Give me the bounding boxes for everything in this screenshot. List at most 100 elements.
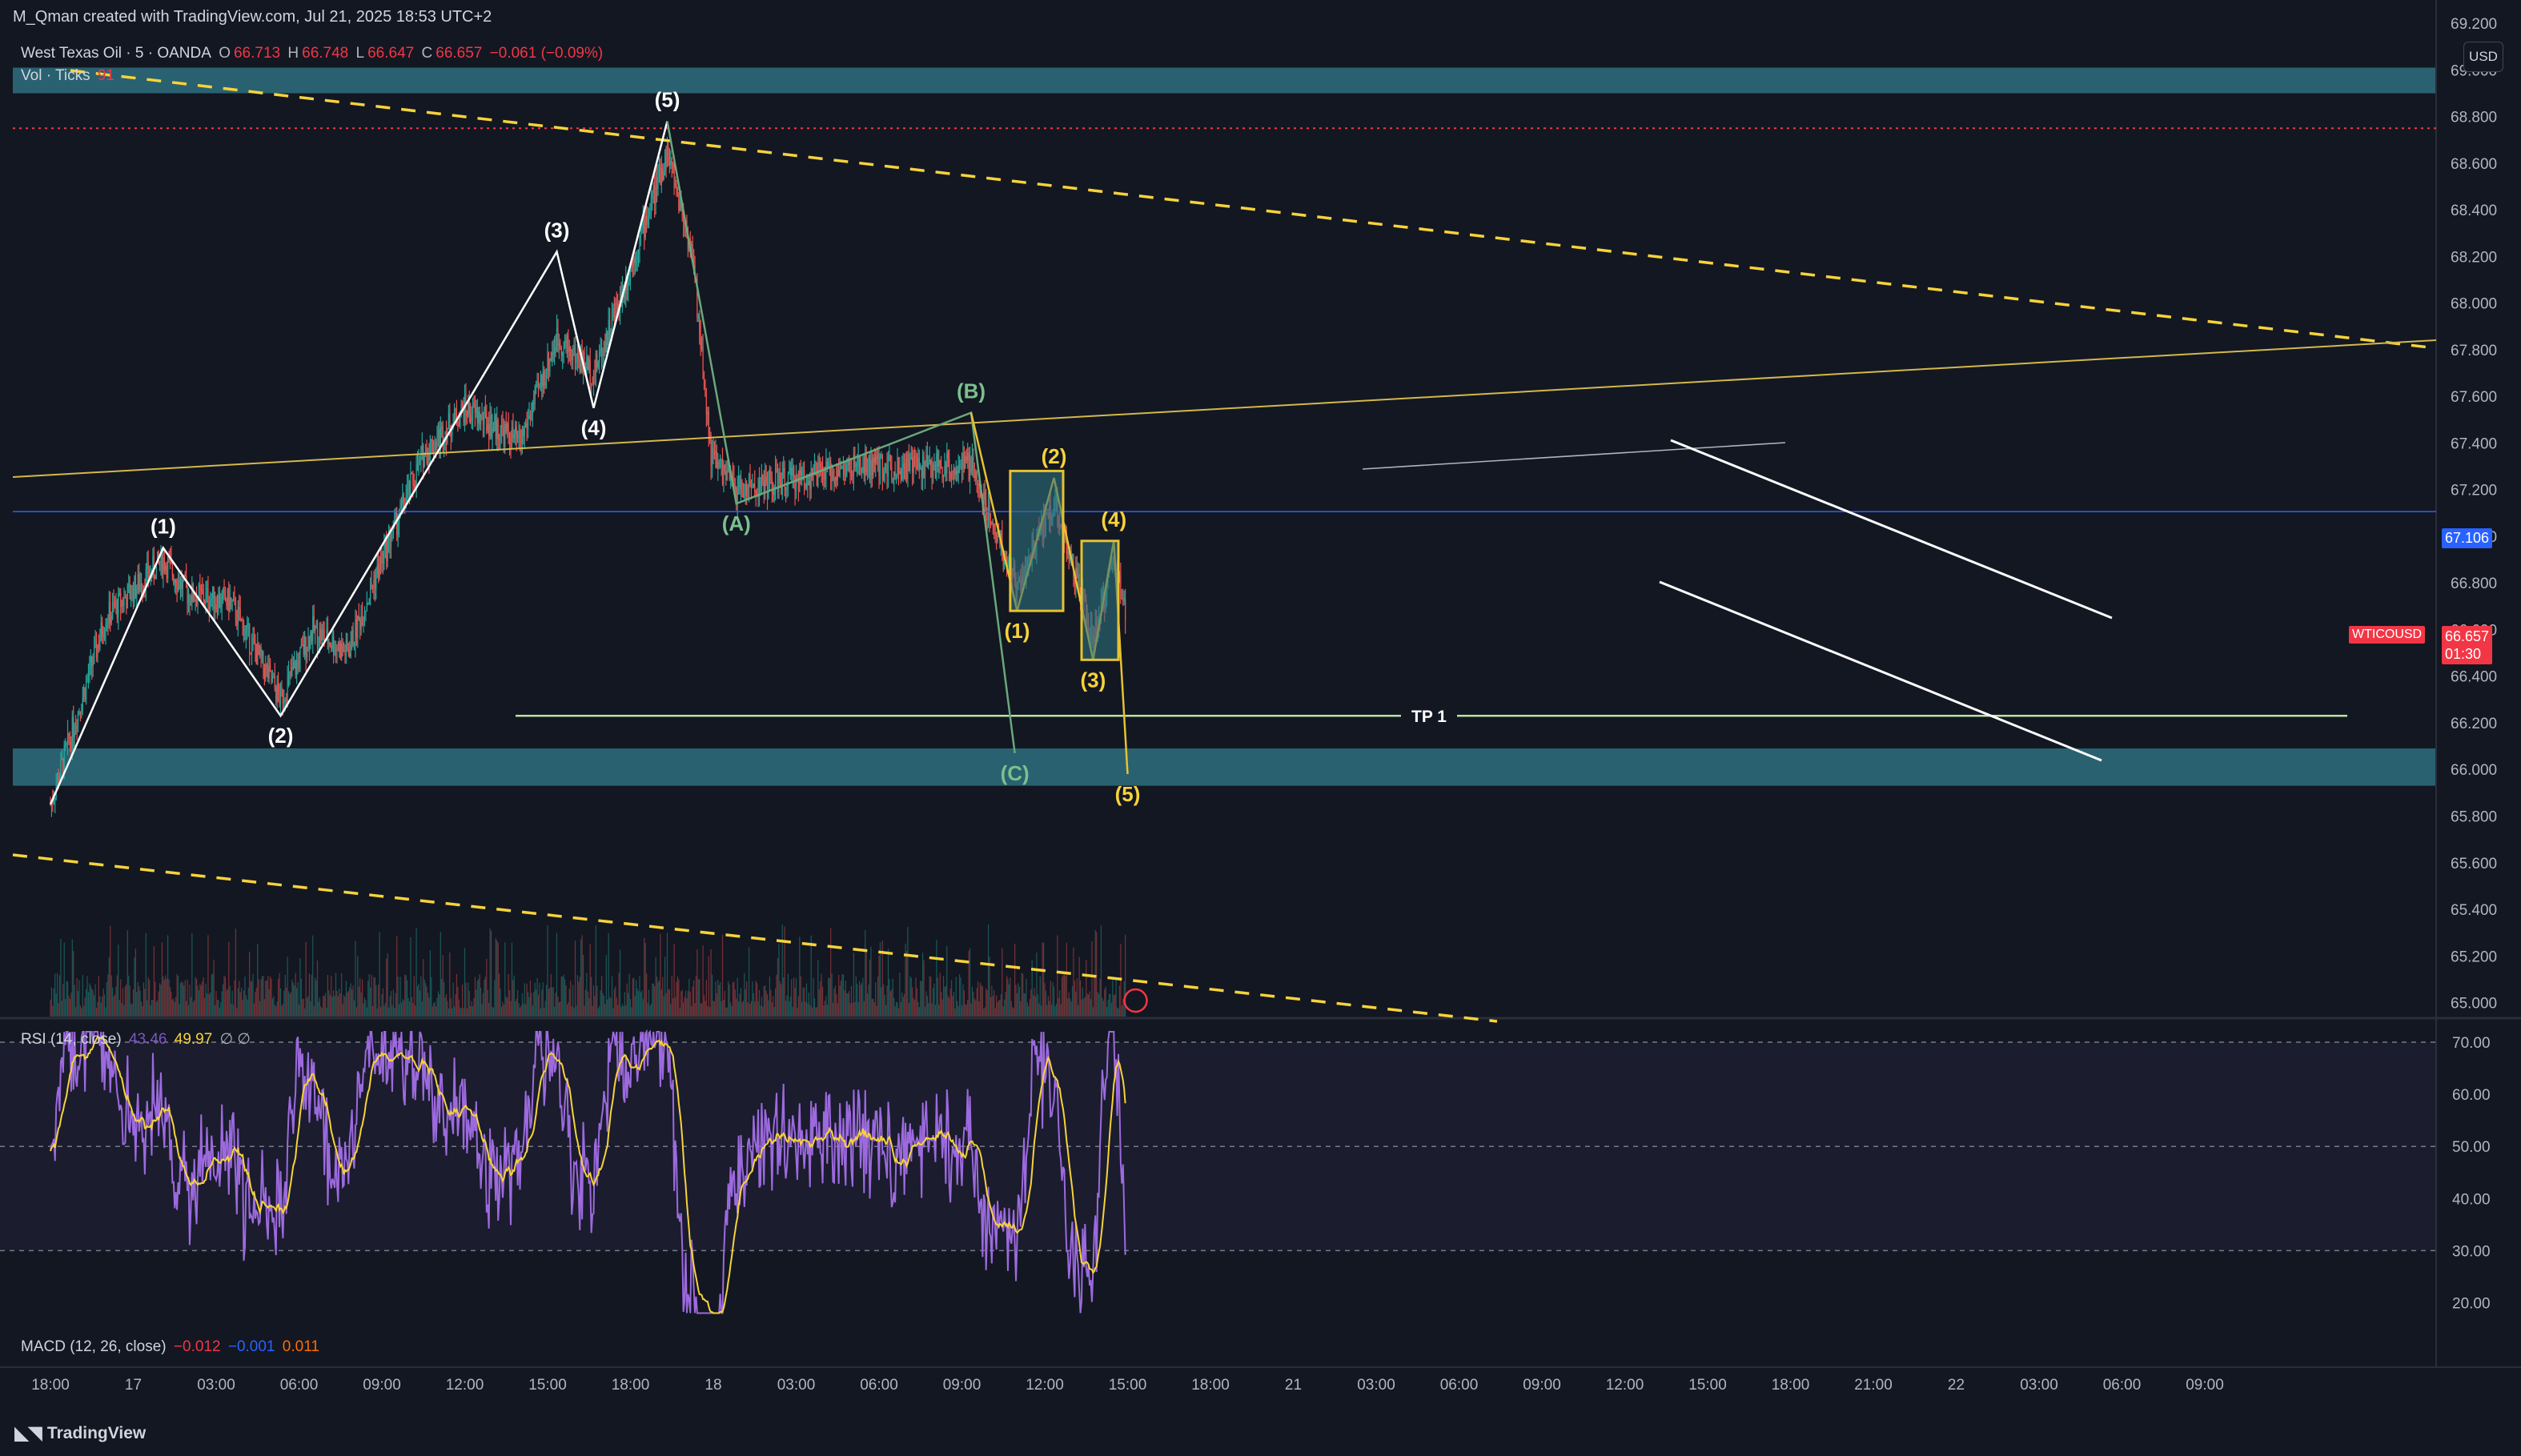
candle-body (867, 471, 869, 473)
volume-bar (419, 990, 421, 1017)
volume-bar (186, 1001, 187, 1017)
candle-body (434, 442, 436, 452)
volume-bar (560, 976, 562, 1017)
volume-bar (836, 994, 837, 1017)
tradingview-logo[interactable]: ◣◥ TradingView (14, 1422, 146, 1445)
candle-body (331, 636, 333, 649)
volume-bar (159, 983, 161, 1017)
volume-bar (516, 998, 517, 1017)
volume-bar (113, 996, 114, 1017)
volume-bar (556, 933, 558, 1017)
volume-bar (229, 985, 231, 1017)
candle-body (873, 457, 875, 463)
volume-bar (998, 1001, 1000, 1017)
candle-body (983, 491, 985, 504)
candle-body (533, 403, 535, 404)
volume-bar (269, 976, 271, 1017)
volume-bar (107, 974, 109, 1017)
candle-body (287, 674, 290, 679)
candle-body (570, 347, 572, 357)
volume-bar (830, 928, 832, 1017)
candle-body (112, 603, 114, 616)
volume-bar (152, 1000, 154, 1017)
volume-bar (403, 1000, 404, 1017)
volume-bar (169, 987, 171, 1017)
candle-body (632, 263, 633, 267)
candle-body (449, 413, 451, 435)
volume-bar (224, 977, 227, 1017)
candle-body (303, 644, 304, 655)
volume-bar (844, 990, 845, 1017)
candle-body (426, 447, 428, 464)
candle-body (97, 644, 98, 658)
candle-body (887, 455, 889, 476)
candle-body (524, 427, 525, 437)
volume-bar (610, 998, 612, 1017)
volume-bar (1088, 994, 1090, 1017)
candle-body (384, 538, 386, 548)
candle-body (728, 467, 729, 471)
candle-body (862, 466, 864, 471)
tradingview-logo-icon: ◣◥ (14, 1422, 42, 1444)
candle-body (649, 207, 651, 215)
candle-body (453, 408, 456, 420)
volume-bar (725, 1007, 727, 1017)
rsi-na-symbols: ∅ ∅ (219, 1031, 251, 1048)
candle-body (387, 539, 388, 561)
volume-bar (71, 939, 73, 1017)
candle-body (496, 419, 498, 439)
volume-bar (854, 1001, 856, 1017)
symbol-name[interactable]: West Texas Oil · 5 · OANDA (21, 45, 211, 62)
candle-body (531, 415, 532, 419)
candle-body (244, 635, 246, 640)
candle-body (610, 328, 612, 336)
candle-body (871, 459, 873, 475)
volume-bar (828, 977, 829, 1017)
candle-body (416, 463, 419, 471)
candle-body (168, 558, 170, 560)
price-tick-label: 66.000 (2451, 762, 2497, 779)
macd-legend[interactable]: MACD (12, 26, close) −0.012 −0.001 0.011 (21, 1338, 323, 1356)
volume-bar (949, 988, 951, 1017)
candle-body (468, 402, 470, 414)
volume-bar (612, 1008, 614, 1017)
candle-body (807, 477, 809, 486)
volume-bar (134, 949, 136, 1017)
volume-bar (204, 997, 206, 1017)
volume-bar (809, 1005, 811, 1017)
candle-body (518, 430, 520, 435)
candle-body (512, 427, 514, 439)
volume-bar (473, 997, 475, 1017)
symbol-legend[interactable]: West Texas Oil · 5 · OANDA O 66.713 H 66.7… (21, 45, 606, 62)
candle-body (831, 471, 833, 482)
volume-bar (837, 1003, 838, 1017)
volume-bar (476, 981, 478, 1017)
candle-body (89, 661, 90, 676)
volume-bar (688, 978, 690, 1017)
candle-body (299, 648, 301, 668)
volume-bar (232, 1005, 235, 1017)
candle-body (341, 643, 343, 659)
volume-legend[interactable]: Vol · Ticks 91 (21, 67, 118, 85)
candle-body (499, 439, 500, 441)
time-tick-label: 18:00 (1772, 1377, 1810, 1394)
candle-body (1076, 568, 1078, 579)
volume-bar (261, 976, 263, 1017)
rsi-legend[interactable]: RSI (14, close) 43.46 49.97 ∅ ∅ (21, 1030, 254, 1049)
volume-bar (334, 996, 335, 1017)
volume-bar (1057, 935, 1058, 1017)
volume-bar (917, 1001, 919, 1017)
candle-body (760, 491, 761, 493)
impulse-down-wave-label: (3) (1080, 668, 1106, 692)
volume-bar (1042, 942, 1043, 1017)
volume-bar (829, 978, 830, 1017)
candle-body (143, 585, 145, 592)
candle-body (343, 649, 345, 651)
volume-bar (284, 975, 286, 1017)
currency-button[interactable]: USD (2463, 42, 2503, 72)
volume-bar (153, 946, 155, 1017)
candle-body (823, 471, 825, 480)
volume-bar (1068, 992, 1070, 1017)
candle-body (912, 457, 913, 473)
